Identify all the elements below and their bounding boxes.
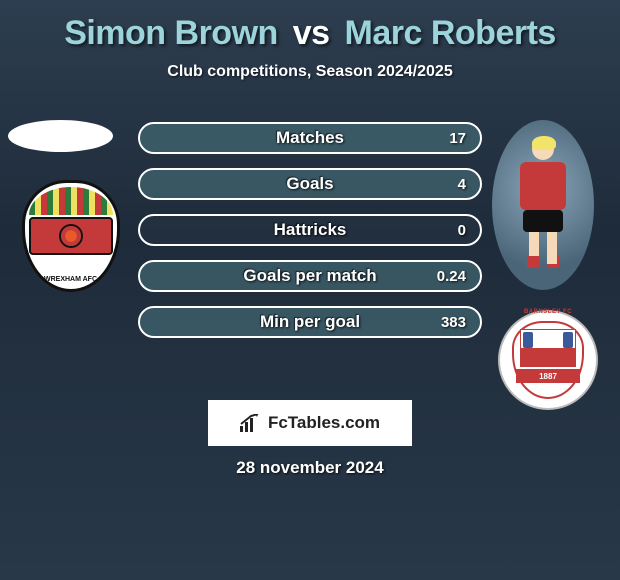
title-vs: vs [293,14,330,52]
stat-label: Hattricks [140,216,480,244]
player2-photo [492,120,594,290]
chart-icon [240,414,262,432]
fctables-widget[interactable]: FcTables.com [208,400,412,446]
stat-row-hattricks: Hattricks 0 [138,214,482,246]
player1-placeholder-icon [8,120,113,152]
comparison-date: 28 november 2024 [0,458,620,478]
stat-row-goals: Goals 4 [138,168,482,200]
barnsley-year: 1887 [516,369,580,383]
page-title: Simon Brown vs Marc Roberts [0,0,620,53]
barnsley-crest-icon: 1887 [512,321,584,399]
player2-club-logo: 1887 [498,310,598,410]
stat-value-right: 4 [458,170,466,198]
stat-label: Matches [140,124,480,152]
stats-container: Matches 17 Goals 4 Hattricks 0 Goals per… [138,122,482,352]
stat-value-right: 0 [458,216,466,244]
subtitle: Club competitions, Season 2024/2025 [0,63,620,81]
stat-row-goals-per-match: Goals per match 0.24 [138,260,482,292]
stat-label: Min per goal [140,308,480,336]
player1-club-logo: WREXHAM AFC [18,176,123,296]
stat-value-right: 383 [441,308,466,336]
stat-label: Goals per match [140,262,480,290]
stat-value-right: 17 [449,124,466,152]
widget-text: FcTables.com [268,413,380,433]
stat-row-min-per-goal: Min per goal 383 [138,306,482,338]
stat-value-right: 0.24 [437,262,466,290]
wrexham-crest-icon: WREXHAM AFC [22,180,120,292]
title-player1: Simon Brown [64,14,278,52]
title-player2: Marc Roberts [345,14,556,52]
stat-row-matches: Matches 17 [138,122,482,154]
stat-label: Goals [140,170,480,198]
